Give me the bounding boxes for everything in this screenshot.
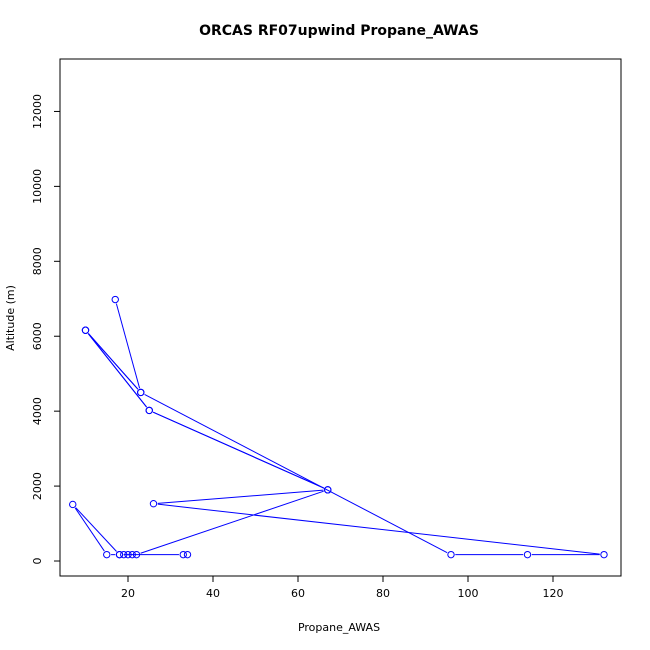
y-tick-label: 12000 bbox=[31, 94, 44, 129]
x-tick-label: 100 bbox=[458, 587, 479, 600]
x-tick-label: 120 bbox=[543, 587, 564, 600]
data-point bbox=[137, 388, 145, 397]
x-axis-label: Propane_AWAS bbox=[298, 621, 380, 634]
y-tick-label: 4000 bbox=[31, 397, 44, 425]
data-point bbox=[324, 486, 332, 494]
data-point bbox=[183, 550, 192, 559]
data-point bbox=[103, 550, 111, 559]
series-lines bbox=[74, 303, 600, 556]
chart-title: ORCAS RF07upwind Propane_AWAS bbox=[199, 23, 479, 39]
data-point bbox=[145, 406, 153, 415]
series-segment bbox=[144, 393, 448, 554]
series-segment bbox=[157, 489, 324, 504]
x-tick-label: 80 bbox=[376, 587, 390, 600]
y-tick-label: 10000 bbox=[31, 169, 44, 204]
series-segment bbox=[87, 333, 147, 408]
y-axis: 0 2000 4000 6000 8000 10000 12000 bbox=[31, 94, 61, 565]
data-point bbox=[111, 295, 119, 304]
data-point bbox=[120, 550, 128, 559]
data-point bbox=[149, 499, 158, 508]
y-tick-label: 6000 bbox=[31, 322, 44, 350]
series-segment bbox=[140, 490, 324, 554]
data-point bbox=[447, 550, 455, 559]
plot-frame bbox=[59, 58, 622, 577]
data-point bbox=[81, 326, 90, 334]
series-segment bbox=[152, 411, 325, 489]
y-tick-label: 0 bbox=[31, 558, 44, 565]
y-tick-label: 2000 bbox=[31, 472, 44, 500]
series-points bbox=[69, 295, 608, 559]
series-segment bbox=[87, 333, 139, 390]
series-segment bbox=[74, 507, 105, 552]
x-tick-label: 40 bbox=[206, 587, 220, 600]
series-segment bbox=[115, 303, 141, 389]
x-tick-label: 60 bbox=[291, 587, 305, 600]
series-segment bbox=[75, 507, 117, 552]
series-segment bbox=[157, 503, 600, 555]
data-point bbox=[179, 550, 187, 559]
data-point bbox=[600, 550, 608, 559]
data-point bbox=[69, 500, 77, 509]
x-tick-label: 20 bbox=[121, 587, 135, 600]
data-point bbox=[132, 550, 141, 559]
data-point bbox=[128, 550, 136, 559]
data-point bbox=[115, 550, 124, 559]
data-point bbox=[124, 550, 132, 559]
x-axis: 20 40 60 80 100 120 bbox=[121, 575, 564, 600]
data-point bbox=[523, 550, 532, 559]
y-tick-label: 8000 bbox=[31, 247, 44, 275]
y-axis-label: Altitude (m) bbox=[4, 285, 17, 351]
